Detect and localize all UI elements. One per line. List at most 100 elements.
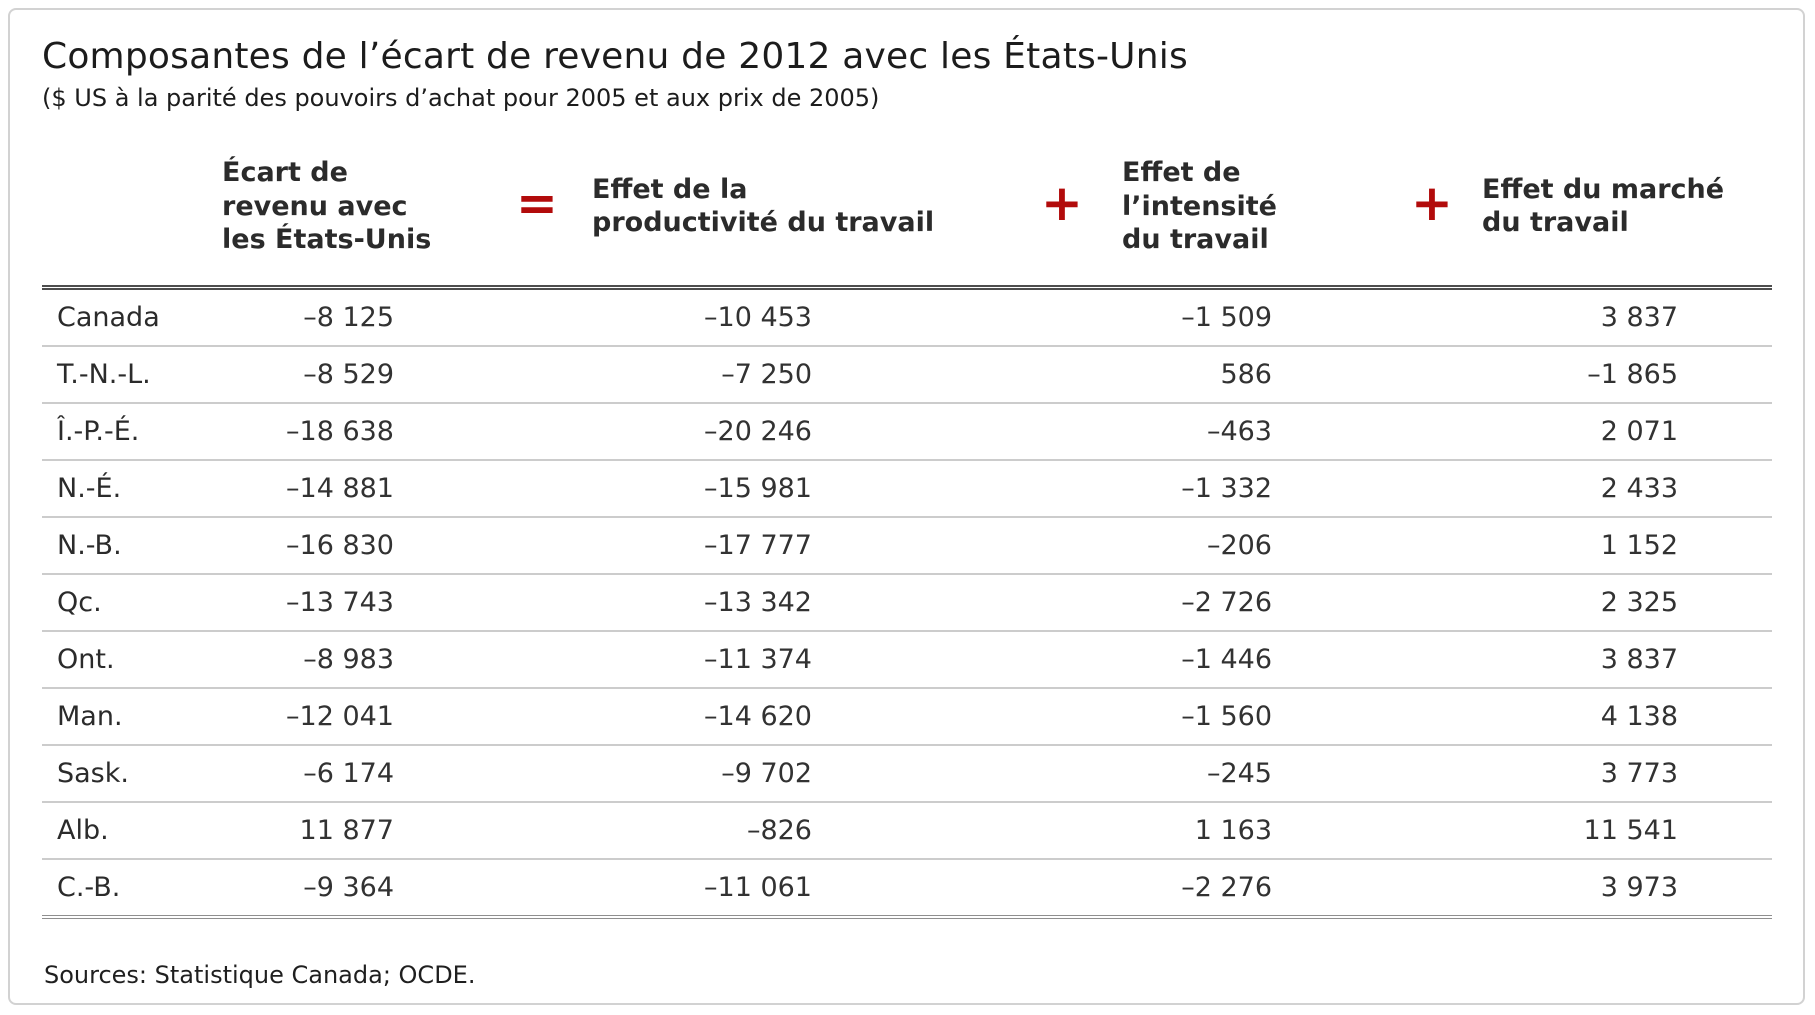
region-label: Man. — [42, 687, 192, 746]
productivity-effect-value: –11 061 — [592, 858, 1007, 920]
operator-spacer — [482, 516, 592, 575]
labour-market-effect-value: –1 865 — [1472, 345, 1772, 404]
operator-spacer — [1007, 516, 1117, 575]
plus-sign-icon: + — [1392, 139, 1472, 291]
operator-spacer — [1007, 744, 1117, 803]
intensity-effect-value: –1 560 — [1117, 687, 1392, 746]
operator-spacer — [1007, 402, 1117, 461]
table-row: Alb. 11 877 –826 1 163 11 541 — [42, 801, 1772, 860]
income-gap-value: –8 529 — [192, 345, 482, 404]
operator-spacer — [482, 744, 592, 803]
operator-spacer — [1392, 573, 1472, 632]
operator-spacer — [1392, 402, 1472, 461]
operator-spacer — [482, 687, 592, 746]
intensity-effect-value: –206 — [1117, 516, 1392, 575]
productivity-effect-value: –9 702 — [592, 744, 1007, 803]
operator-spacer — [482, 402, 592, 461]
labour-market-effect-value: 3 973 — [1472, 858, 1772, 920]
operator-spacer — [1392, 459, 1472, 518]
figure-card: Composantes de l’écart de revenu de 2012… — [8, 8, 1805, 1005]
table-row: Ont. –8 983 –11 374 –1 446 3 837 — [42, 630, 1772, 689]
income-gap-value: –18 638 — [192, 402, 482, 461]
productivity-effect-value: –10 453 — [704, 302, 812, 334]
income-gap-value: –8 983 — [192, 630, 482, 689]
income-gap-value: –13 743 — [192, 573, 482, 632]
labour-market-effect-value: 2 071 — [1472, 402, 1772, 461]
intensity-effect-value: –463 — [1117, 402, 1392, 461]
operator-spacer — [1007, 573, 1117, 632]
intensity-effect-value: –2 276 — [1117, 858, 1392, 920]
operator-spacer — [482, 801, 592, 860]
operator-spacer — [1007, 858, 1117, 920]
labour-market-effect-value: 3 773 — [1472, 744, 1772, 803]
operator-spacer — [1392, 345, 1472, 404]
income-gap-table: Écart de revenu avec les États-Unis = Ef… — [42, 139, 1772, 920]
operator-spacer — [1392, 516, 1472, 575]
table-row: C.-B. –9 364 –11 061 –2 276 3 973 — [42, 858, 1772, 920]
table-row: Qc. –13 743 –13 342 –2 726 2 325 — [42, 573, 1772, 632]
operator-spacer — [1392, 630, 1472, 689]
region-label: N.-B. — [42, 516, 192, 575]
productivity-effect-value: –7 250 — [592, 345, 1007, 404]
region-label: Canada — [57, 302, 160, 334]
operator-spacer — [1392, 801, 1472, 860]
intensity-effect-value: –2 726 — [1117, 573, 1392, 632]
sources-note: Sources: Statistique Canada; OCDE. — [44, 961, 476, 990]
income-gap-value: –8 125 — [303, 302, 394, 334]
table-row: T.-N.-L. –8 529 –7 250 586 –1 865 — [42, 345, 1772, 404]
operator-spacer — [482, 858, 592, 920]
productivity-effect-value: –11 374 — [592, 630, 1007, 689]
table-row: Canada –8 125 –10 453 –1 509 3 837 — [42, 288, 1772, 347]
table-row: Î.-P.-É. –18 638 –20 246 –463 2 071 — [42, 402, 1772, 461]
region-label: Ont. — [42, 630, 192, 689]
income-gap-value: –12 041 — [192, 687, 482, 746]
equals-sign-icon: = — [482, 139, 592, 291]
region-label: C.-B. — [42, 858, 192, 920]
region-label: Sask. — [42, 744, 192, 803]
operator-spacer — [1007, 459, 1117, 518]
operator-spacer — [1392, 288, 1472, 347]
operator-spacer — [1007, 345, 1117, 404]
plus-sign-icon: + — [1007, 139, 1117, 291]
income-gap-value: –6 174 — [192, 744, 482, 803]
income-gap-value: –14 881 — [192, 459, 482, 518]
operator-spacer — [1392, 687, 1472, 746]
region-label: Alb. — [42, 801, 192, 860]
intensity-effect-value: –1 332 — [1117, 459, 1392, 518]
intensity-effect-value: –1 446 — [1117, 630, 1392, 689]
productivity-effect-value: –13 342 — [592, 573, 1007, 632]
operator-spacer — [1007, 801, 1117, 860]
income-gap-value: –16 830 — [192, 516, 482, 575]
operator-spacer — [1392, 744, 1472, 803]
operator-spacer — [482, 573, 592, 632]
table-row: N.-B. –16 830 –17 777 –206 1 152 — [42, 516, 1772, 575]
column-header-labour-market: Effet du marché du travail — [1472, 139, 1772, 291]
operator-spacer — [482, 288, 592, 347]
operator-spacer — [1392, 858, 1472, 920]
column-header-income-gap: Écart de revenu avec les États-Unis — [192, 139, 482, 291]
page-subtitle: ($ US à la parité des pouvoirs d’achat p… — [42, 84, 880, 113]
operator-spacer — [482, 459, 592, 518]
productivity-effect-value: –14 620 — [592, 687, 1007, 746]
column-header-intensity: Effet de l’intensité du travail — [1117, 139, 1392, 291]
productivity-effect-value: –20 246 — [592, 402, 1007, 461]
productivity-effect-value: –826 — [592, 801, 1007, 860]
table-row: N.-É. –14 881 –15 981 –1 332 2 433 — [42, 459, 1772, 518]
income-gap-value: 11 877 — [192, 801, 482, 860]
income-gap-value: –9 364 — [192, 858, 482, 920]
operator-spacer — [1007, 630, 1117, 689]
labour-market-effect-value: 4 138 — [1472, 687, 1772, 746]
labour-market-effect-value: 2 433 — [1472, 459, 1772, 518]
labour-market-effect-value: 3 837 — [1472, 630, 1772, 689]
operator-spacer — [482, 630, 592, 689]
productivity-effect-value: –17 777 — [592, 516, 1007, 575]
operator-spacer — [1007, 288, 1117, 347]
intensity-effect-value: –1 509 — [1181, 302, 1272, 334]
table-row: Man. –12 041 –14 620 –1 560 4 138 — [42, 687, 1772, 746]
region-label: Î.-P.-É. — [42, 402, 192, 461]
labour-market-effect-value: 1 152 — [1472, 516, 1772, 575]
region-label: Qc. — [42, 573, 192, 632]
table-body: Canada –8 125 –10 453 –1 509 3 837 T.-N.… — [42, 288, 1772, 920]
column-header-productivity: Effet de la productivité du travail — [592, 139, 1007, 291]
intensity-effect-value: 586 — [1117, 345, 1392, 404]
